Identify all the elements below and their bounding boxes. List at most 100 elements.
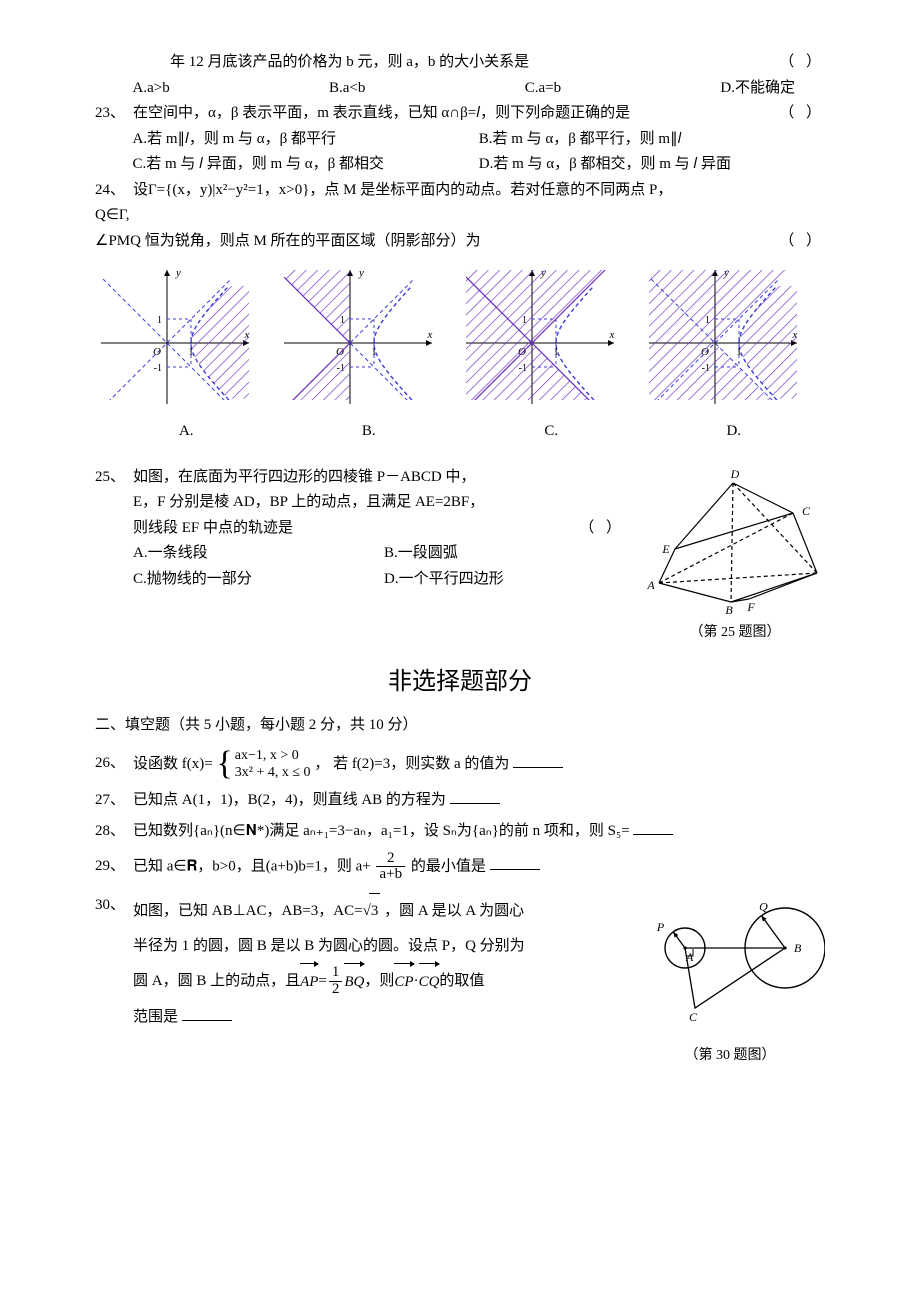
svg-text:A: A — [685, 950, 694, 964]
q26-post: ， 若 f(2)=3，则实数 a 的值为 — [314, 756, 509, 772]
q25-l3: 则线段 EF 中点的轨迹是 — [133, 520, 293, 536]
q26-pre: 设函数 f(x)= — [133, 756, 213, 772]
q25-caption: （第 25 题图） — [645, 621, 825, 645]
q25-opt-b: B.一段圆弧 — [384, 541, 635, 567]
q27-text: 已知点 A(1，1)，B(2，4)，则直线 AB 的方程为 — [133, 792, 446, 808]
q26-case1: ax−1, x > 0 — [235, 747, 311, 765]
svg-text:O: O — [153, 346, 161, 358]
q30-figure: A B C P Q （第 30 题图） — [635, 893, 825, 1068]
q27-blank — [450, 788, 500, 804]
q25-paren: （ ） — [579, 516, 635, 542]
q23-opt-b: B.若 m 与 α，β 都平行，则 m∥𝑙 — [479, 127, 825, 153]
q30-vec-cp: CP — [394, 963, 413, 1000]
q24-num: 24、 — [95, 178, 133, 204]
q23-options-row1: A.若 m∥𝑙，则 m 与 α，β 都平行 B.若 m 与 α，β 都平行，则 … — [95, 127, 825, 153]
svg-text:D: D — [730, 467, 740, 481]
q30-sqrt: 3 — [363, 893, 381, 929]
q22-options: A.a>b B.a<b C.a=b D.不能确定 — [95, 76, 825, 102]
q24-fig-c: O11-1xy — [460, 264, 643, 414]
q29-frac-num: 2 — [376, 851, 405, 868]
q30-l3mid: ，则 — [364, 964, 394, 999]
q29: 29、 已知 a∈𝐑，b>0，且(a+b)b=1，则 a+ 2 a+b 的最小值… — [95, 851, 825, 884]
q23-options-row2: C.若 m 与 𝑙 异面，则 m 与 α，β 都相交 D.若 m 与 α，β 都… — [95, 152, 825, 178]
q30-eq: = — [318, 964, 326, 999]
svg-text:F: F — [746, 600, 755, 614]
svg-text:1: 1 — [371, 347, 376, 358]
q30-blank — [182, 1005, 232, 1021]
q22-paren: （ ） — [779, 50, 825, 76]
q26-blank — [513, 752, 563, 768]
q29-frac-den: a+b — [376, 867, 405, 883]
q30-l1b: ，圆 A 是以 A 为圆心 — [380, 903, 524, 919]
q22-text: 年 12 月底该产品的价格为 b 元，则 a，b 的大小关系是 — [95, 54, 529, 70]
q28-blank — [633, 819, 673, 835]
q23-text: 在空间中，α，β 表示平面，m 表示直线，已知 α∩β=𝑙，则下列命题正确的是 — [133, 105, 630, 121]
svg-text:A: A — [646, 578, 655, 592]
q29-pre: 已知 a∈𝐑，b>0，且(a+b)b=1，则 a+ — [133, 858, 371, 874]
q26-piecewise: { ax−1, x > 0 3x² + 4, x ≤ 0 — [216, 747, 310, 782]
q23-body: 在空间中，α，β 表示平面，m 表示直线，已知 α∩β=𝑙，则下列命题正确的是 … — [133, 101, 825, 127]
svg-text:Q: Q — [759, 900, 768, 914]
svg-text:y: y — [358, 267, 364, 279]
q24-text2: ∠PMQ 恒为锐角，则点 M 所在的平面区域（阴影部分）为 — [95, 233, 481, 249]
q25-opt-c: C.抛物线的一部分 — [133, 567, 384, 593]
q24-figures: O11-1xy O11-1xy O11-1xy O11-1xy — [95, 264, 825, 414]
svg-text:C: C — [689, 1010, 698, 1024]
q25-text: 25、 如图，在底面为平行四边形的四棱锥 P－ABCD 中， E，F 分别是棱 … — [95, 465, 635, 645]
q24-fig-labels: A. B. C. D. — [95, 419, 825, 445]
q29-post: 的最小值是 — [411, 858, 486, 874]
q22-opt-d: D.不能确定 — [720, 76, 795, 102]
q28-num: 28、 — [95, 819, 133, 845]
q24-text1b: Q∈Γ, — [95, 203, 825, 229]
q27-num: 27、 — [95, 788, 133, 814]
q23-paren: （ ） — [779, 101, 825, 127]
q22-opt-a: A.a>b — [133, 76, 170, 102]
svg-text:C: C — [802, 504, 811, 518]
q22-fragment: 年 12 月底该产品的价格为 b 元，则 a，b 的大小关系是 （ ） — [95, 50, 825, 76]
svg-text:-1: -1 — [154, 363, 162, 374]
section-title: 非选择题部分 — [95, 662, 825, 703]
q29-frac: 2 a+b — [376, 851, 405, 884]
q30-num: 30、 — [95, 893, 133, 1034]
q22-opt-c: C.a=b — [525, 76, 561, 102]
q23-num: 23、 — [95, 101, 133, 127]
svg-text:x: x — [609, 329, 615, 341]
q30-frac-den: 2 — [329, 982, 343, 998]
q24-text1: 设Γ={(x，y)|x²−y²=1，x>0}，点 M 是坐标平面内的动点。若对任… — [133, 182, 672, 198]
q24-fig-d: O11-1xy — [643, 264, 826, 414]
svg-text:P: P — [656, 920, 665, 934]
svg-text:1: 1 — [157, 315, 162, 326]
q30-frac-num: 1 — [329, 965, 343, 982]
svg-text:y: y — [175, 267, 181, 279]
q24-lbl-b: B. — [278, 419, 461, 445]
q24-fig-a: O11-1xy — [95, 264, 278, 414]
q26-case2: 3x² + 4, x ≤ 0 — [235, 764, 311, 782]
q29-blank — [490, 854, 540, 870]
q22-opt-b: B.a<b — [329, 76, 365, 102]
q23-opt-a: A.若 m∥𝑙，则 m 与 α，β 都平行 — [133, 127, 479, 153]
svg-text:1: 1 — [554, 347, 559, 358]
q24-line2: ∠PMQ 恒为锐角，则点 M 所在的平面区域（阴影部分）为 （ ） — [95, 229, 825, 255]
page: 年 12 月底该产品的价格为 b 元，则 a，b 的大小关系是 （ ） A.a>… — [0, 0, 920, 1108]
q24-paren: （ ） — [779, 229, 825, 255]
q30-l2: 半径为 1 的圆，圆 B 是以 B 为圆心的圆。设点 P，Q 分别为 — [133, 929, 625, 964]
q25-l2: E，F 分别是棱 AD，BP 上的动点，且满足 AE=2BF， — [133, 490, 635, 516]
q30-caption: （第 30 题图） — [635, 1044, 825, 1068]
q24: 24、 设Γ={(x，y)|x²−y²=1，x>0}，点 M 是坐标平面内的动点… — [95, 178, 825, 204]
q24-fig-b: O11-1xy — [278, 264, 461, 414]
q25-opt-d: D.一个平行四边形 — [384, 567, 635, 593]
q30-vec-cq: CQ — [419, 963, 440, 1000]
q30-l4: 范围是 — [133, 1009, 178, 1025]
q26: 26、 设函数 f(x)= { ax−1, x > 0 3x² + 4, x ≤… — [95, 747, 825, 782]
svg-text:E: E — [661, 542, 670, 556]
q23-opt-d: D.若 m 与 α，β 都相交，则 m 与 𝑙 异面 — [479, 152, 825, 178]
q27: 27、 已知点 A(1，1)，B(2，4)，则直线 AB 的方程为 — [95, 788, 825, 814]
q30-frac: 1 2 — [329, 965, 343, 998]
svg-text:B: B — [725, 603, 733, 615]
q30-rad: 3 — [369, 893, 381, 929]
q24-lbl-a: A. — [95, 419, 278, 445]
svg-text:x: x — [426, 329, 432, 341]
svg-text:B: B — [794, 941, 802, 955]
q28-text: 已知数列{aₙ}(n∈𝐍*)满足 aₙ₊₁=3−aₙ，a₁=1，设 Sₙ为{aₙ… — [133, 823, 630, 839]
q24-lbl-c: C. — [460, 419, 643, 445]
